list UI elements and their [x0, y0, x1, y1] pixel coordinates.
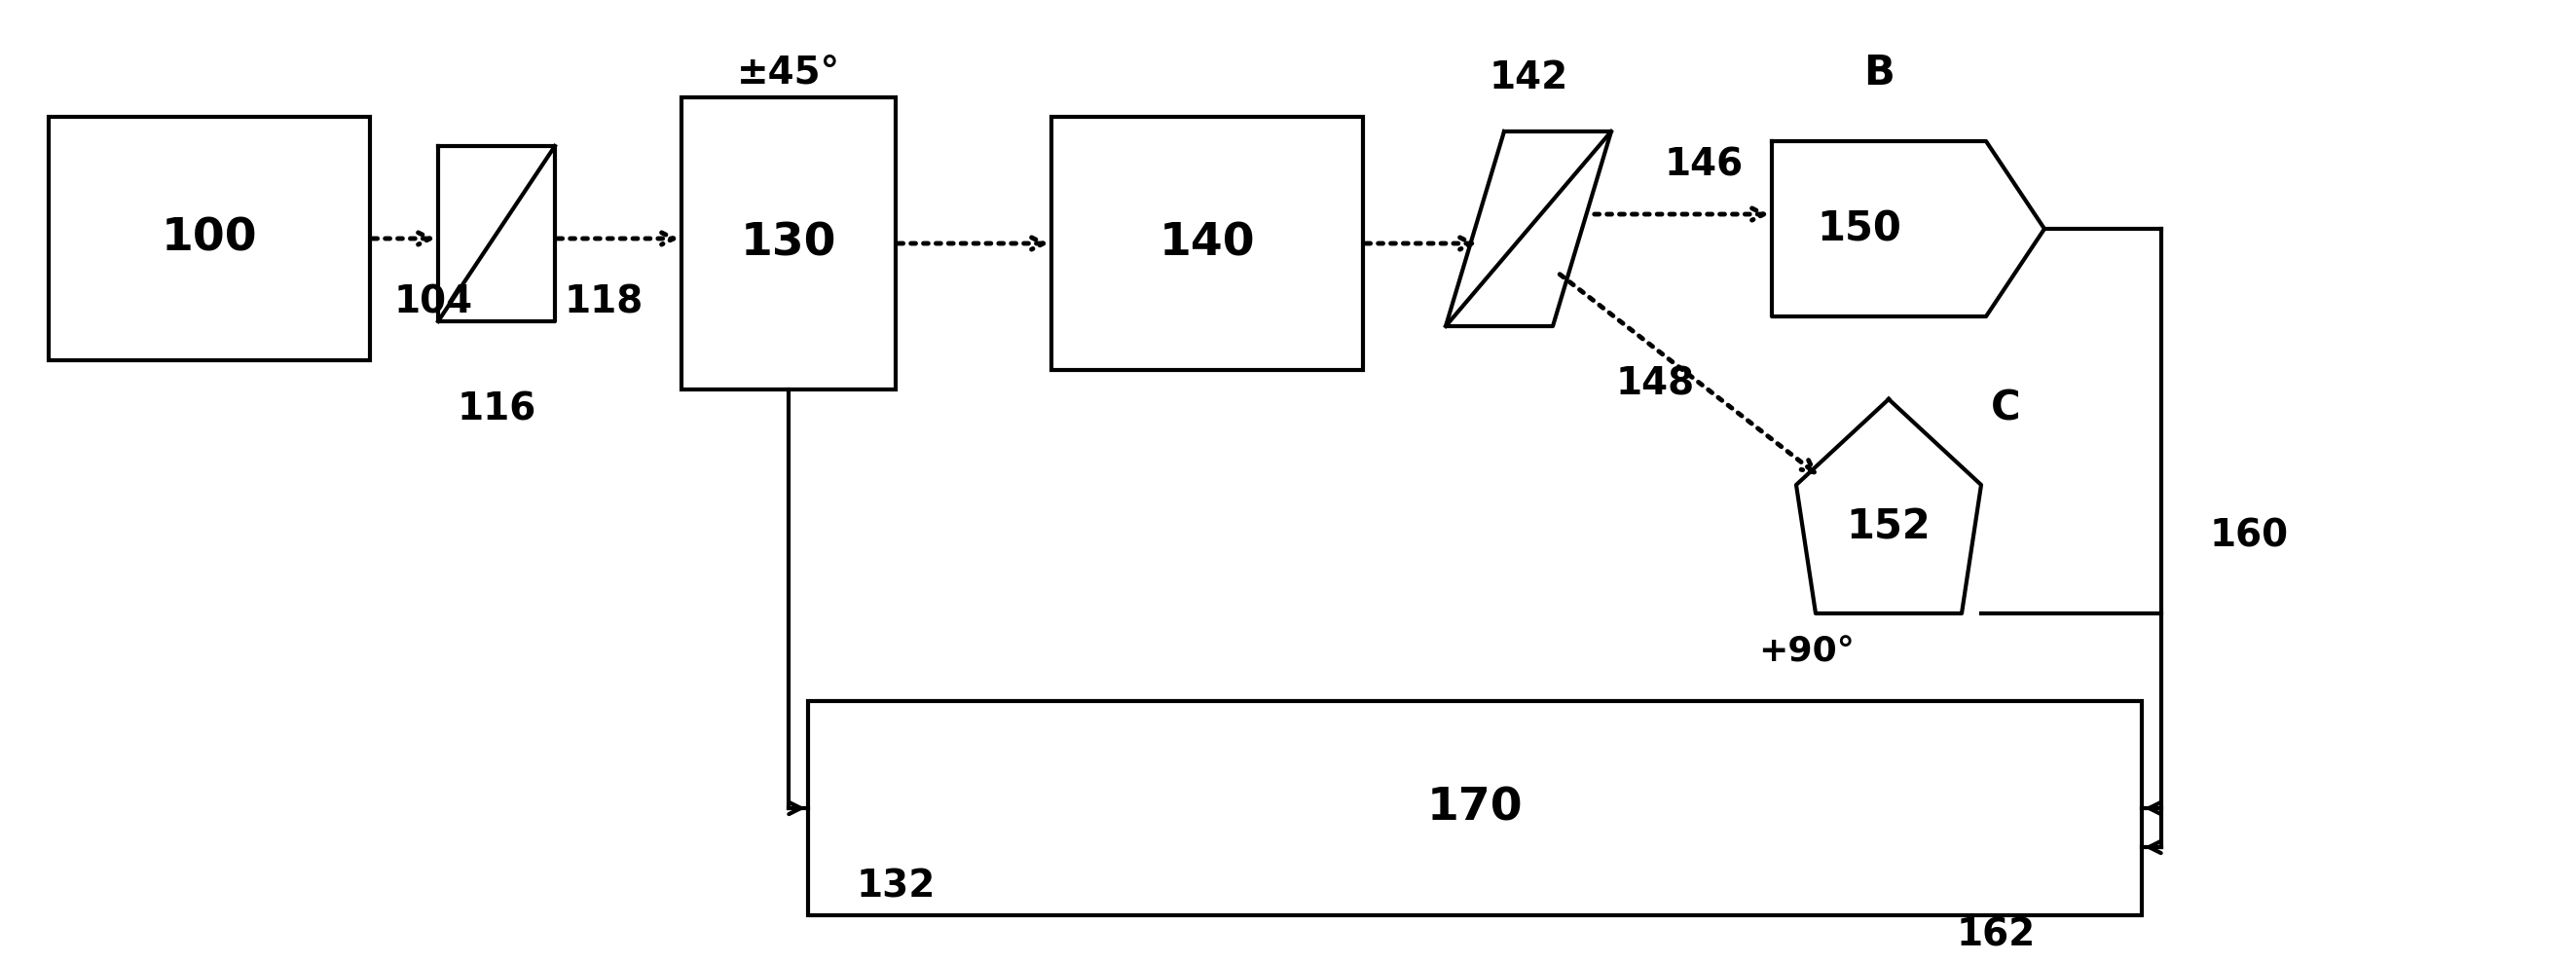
Text: 116: 116 [456, 391, 536, 427]
Bar [809, 701, 2141, 915]
Text: 162: 162 [1955, 916, 2035, 953]
Text: 152: 152 [1847, 507, 1932, 548]
Text: 148: 148 [1615, 367, 1695, 403]
Text: C: C [1991, 389, 2020, 429]
Text: 140: 140 [1159, 221, 1255, 266]
Text: +90°: +90° [1757, 636, 1855, 669]
Text: 170: 170 [1427, 786, 1522, 830]
Text: 150: 150 [1816, 209, 1901, 249]
Bar [49, 116, 371, 360]
Text: 118: 118 [564, 284, 644, 320]
Text: 132: 132 [855, 868, 935, 904]
Text: 160: 160 [2210, 517, 2290, 554]
Text: 142: 142 [1489, 60, 1569, 96]
Text: 100: 100 [162, 216, 258, 261]
Bar [1051, 116, 1363, 370]
Text: 130: 130 [742, 221, 837, 266]
Text: ±45°: ±45° [737, 55, 840, 91]
Text: 146: 146 [1664, 147, 1744, 184]
Bar [683, 97, 896, 390]
Text: B: B [1862, 53, 1893, 93]
Text: 104: 104 [394, 284, 474, 320]
